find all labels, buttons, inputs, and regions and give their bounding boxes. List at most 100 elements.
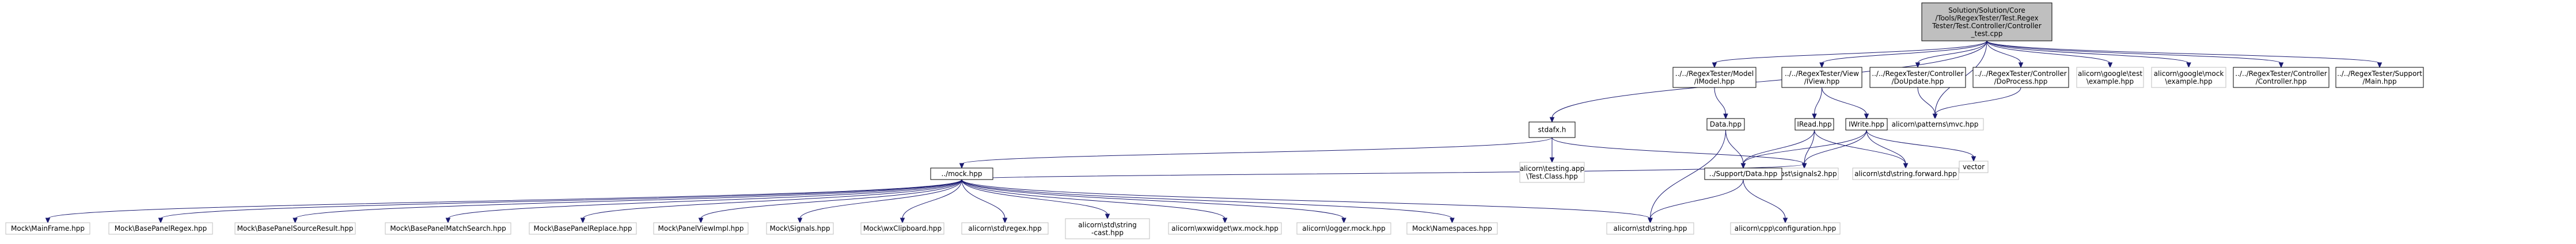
node-box [2151,67,2226,88]
edge-iread-to-support-data [1740,129,1815,169]
node-box [653,222,749,235]
node-box [1845,118,1888,131]
edge-stdafx-to-testing-app [1549,137,1555,163]
edge-mock-hpp-to-std-regex [961,179,1008,224]
node-imodel[interactable]: ../../RegexTester/Model/IModel.hpp [1672,67,1756,88]
node-doupdate[interactable]: ../../RegexTester/Controller/DoUpdate.hp… [1869,67,1966,88]
node-label-line: ../../RegexTester/Support [2337,70,2422,78]
node-label-line: ../../RegexTester/Controller [1975,70,2067,78]
node-std-fwd: alicorn\std\string.forward.hpp [1852,167,1959,180]
node-label-line: /Tools/RegexTester/Test.Regex [1935,14,2038,22]
node-box [2233,67,2330,88]
edge-mock-hpp-to-m-basepanelreplace [580,179,962,224]
node-box [1519,162,1585,183]
node-iread[interactable]: IRead.hpp [1795,118,1834,131]
edge-mock-hpp-to-m-mainframe [45,179,962,224]
edge-iview-to-iwrite [1822,87,1869,120]
node-label-line: ../mock.hpp [942,170,982,178]
edge-iwrite-to-std-fwd [1866,129,1909,169]
edge-mock-hpp-to-wx-mock [961,179,1228,224]
node-mock-hpp[interactable]: ../mock.hpp [930,167,993,180]
edge-data-hpp-to-support-data [1725,129,1746,169]
node-label-line: -cast.hpp [1091,228,1124,237]
nodes-layer: Solution/Solution/Core/Tools/RegexTester… [5,2,2424,239]
node-box [1296,222,1391,235]
node-label-line: Mock\wxClipboard.hpp [863,224,942,232]
node-label-line: /Controller.hpp [2256,77,2307,85]
node-m-basepanelregex: Mock\BasePanelRegex.hpp [108,222,213,235]
edge-mock-hpp-to-logger-mock [961,179,1346,224]
node-m-panelviewimpl: Mock\PanelViewImpl.hpp [653,222,749,235]
node-support-data[interactable]: ../Support/Data.hpp [1704,167,1782,180]
node-label-line: boost\signals2.hpp [1771,170,1837,178]
node-label-line: Mock\Signals.hpp [769,224,830,232]
node-box [1706,118,1745,131]
node-box [1606,222,1694,235]
node-data-hpp[interactable]: Data.hpp [1706,118,1745,131]
node-doprocess[interactable]: ../../RegexTester/Controller/DoProcess.h… [1972,67,2069,88]
edge-iwrite-to-vector [1866,129,1976,162]
node-root: Solution/Solution/Core/Tools/RegexTester… [1921,2,2053,41]
node-stdafx[interactable]: stdafx.h [1528,121,1576,138]
node-box [1795,118,1834,131]
node-label-line: alicorn\std\string.forward.hpp [1854,170,1957,178]
node-box [1781,67,1862,88]
node-label-line: alicorn\std\string.hpp [1613,224,1687,232]
edge-mock-hpp-to-std-string [961,179,1653,224]
node-label-line: alicorn\std\regex.hpp [968,224,1042,232]
node-label-line: IRead.hpp [1797,120,1831,128]
node-label-line: Solution/Solution/Core [1948,6,2025,14]
node-label-line: alicorn\wxwidget\wx.mock.hpp [1171,224,1278,232]
node-box [1406,222,1498,235]
node-iview[interactable]: ../../RegexTester/View/IView.hpp [1781,67,1862,88]
edge-iview-to-iread [1812,87,1822,120]
node-m-wxclipboard: Mock\wxClipboard.hpp [860,222,944,235]
edge-imodel-to-data-hpp [1714,87,1728,120]
node-gmock-example: alicorn\google\mock\example.hpp [2151,67,2226,88]
edge-mock-hpp-to-std-string-cast [961,179,1110,220]
node-m-namespaces: Mock\Namespaces.hpp [1406,222,1498,235]
edge-root-to-gmock-example [1986,40,2191,68]
edge-support-data-to-std-string [1648,179,1744,224]
node-box [1869,67,1966,88]
edge-mock-hpp-to-signals2 [961,163,1807,180]
node-label-line: Mock\BasePanelMatchSearch.hpp [390,224,506,232]
node-box [5,222,90,235]
node-box [1972,67,2069,88]
node-std-string: alicorn\std\string.hpp [1606,222,1694,235]
node-m-mainframe: Mock\MainFrame.hpp [5,222,90,235]
node-box [1852,167,1959,180]
node-m-basepanelsource: Mock\BasePanelSourceResult.hpp [234,222,356,235]
node-label-line: /IModel.hpp [1694,77,1735,85]
node-iwrite[interactable]: IWrite.hpp [1845,118,1888,131]
edge-mock-hpp-to-m-basepanelregex [158,179,962,224]
node-label-line: Data.hpp [1710,120,1742,128]
edge-iwrite-to-support-data [1740,129,1867,169]
edge-mock-hpp-to-m-wxclipboard [900,179,962,224]
edge-root-to-support-main [1986,40,2382,68]
node-box [1528,121,1576,138]
node-label-line: alicorn\logger.mock.hpp [1302,224,1386,232]
edge-mock-hpp-to-m-signals [797,179,962,224]
node-label-line: Mock\PanelViewImpl.hpp [658,224,744,232]
node-wx-mock: alicorn\wxwidget\wx.mock.hpp [1168,222,1282,235]
node-box [1065,218,1150,239]
node-support-main[interactable]: ../../RegexTester/Support/Main.hpp [2335,67,2424,88]
node-label-line: /DoUpdate.hpp [1892,77,1944,85]
node-label-line: alicorn\google\test [2078,70,2142,78]
node-std-string-cast: alicorn\std\string-cast.hpp [1065,218,1150,239]
edge-mock-hpp-to-m-basepanelmatch [445,179,962,224]
node-box [2335,67,2424,88]
node-controller-hpp[interactable]: ../../RegexTester/Controller/Controller.… [2233,67,2330,88]
edge-stdafx-to-signals2 [1551,137,1807,169]
node-box [1168,222,1282,235]
edge-root-to-doupdate [1915,40,1987,68]
node-label-line: \example.hpp [2165,77,2212,85]
node-box [1730,222,1841,235]
node-label-line: Mock\Namespaces.hpp [1412,224,1492,232]
edge-root-to-stdafx [1549,40,1987,123]
node-label-line: IWrite.hpp [1849,120,1884,128]
node-label-line: Mock\BasePanelSourceResult.hpp [237,224,354,232]
node-box [385,222,511,235]
